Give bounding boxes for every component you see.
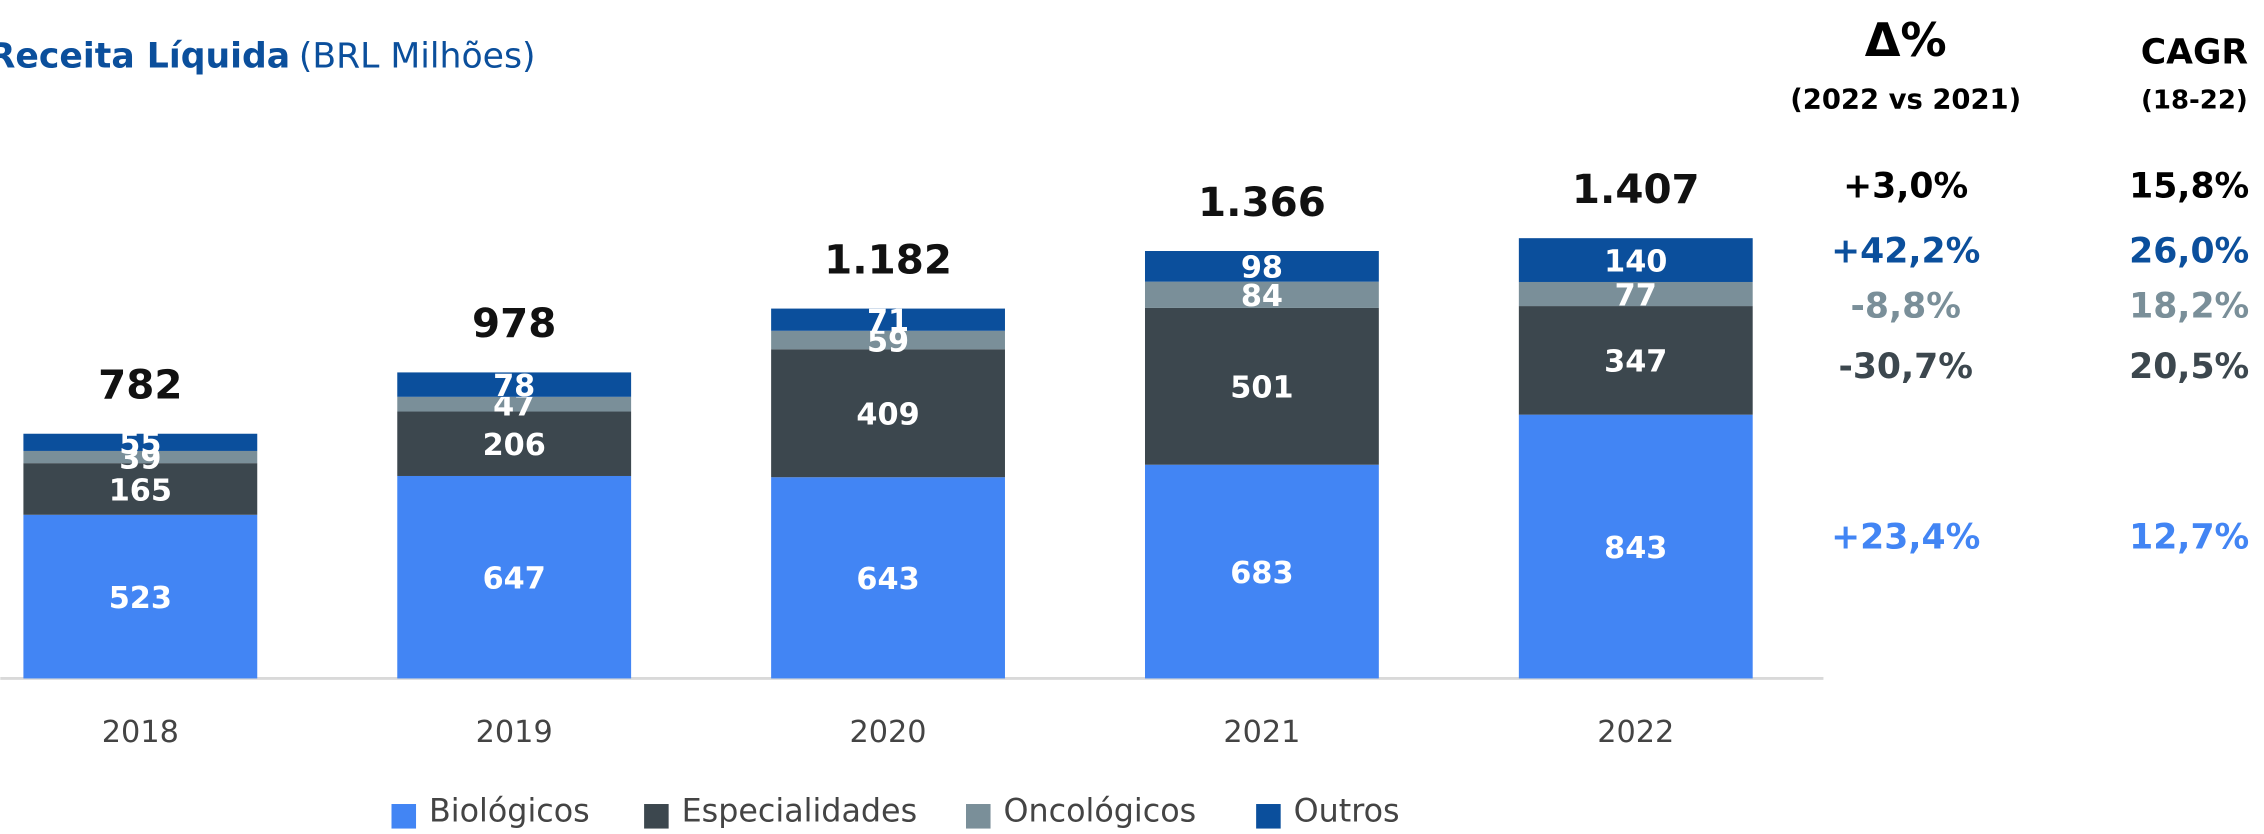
bar-segment	[1518, 306, 1753, 415]
segment-label: 84	[1241, 279, 1283, 314]
delta-value: +23,4%	[1831, 517, 1980, 557]
bar-segment	[1144, 307, 1379, 465]
legend-swatch	[966, 804, 991, 829]
bar-segment	[1144, 464, 1379, 679]
bar-segment	[23, 433, 258, 451]
legend-label: Especialidades	[682, 794, 918, 830]
bar-segment	[1518, 238, 1753, 282]
legend-swatch	[1256, 804, 1281, 829]
cagr-value: 12,7%	[2129, 517, 2249, 557]
delta-value: +42,2%	[1831, 232, 1980, 272]
x-tick-label: 2022	[1597, 715, 1674, 750]
legend-label: Oncológicos	[1004, 794, 1197, 830]
legend-label: Biológicos	[429, 794, 590, 830]
segment-label: 55	[119, 427, 161, 462]
segment-label: 501	[1230, 371, 1293, 406]
delta-value: -8,8%	[1851, 286, 1961, 326]
bar-segment	[23, 463, 258, 515]
bar-segment	[771, 477, 1005, 679]
segment-label: 683	[1230, 556, 1293, 591]
segment-label: 140	[1604, 244, 1667, 279]
cagr-subheader: (18-22)	[2141, 86, 2248, 116]
legend-label: Outros	[1294, 794, 1400, 830]
total-label: 978	[472, 299, 556, 347]
segment-label: 643	[856, 562, 919, 597]
total-label: 1.182	[824, 235, 952, 283]
x-tick-label: 2020	[849, 715, 926, 750]
delta-subheader: (2022 vs 2021)	[1790, 85, 2021, 116]
x-tick-label: 2021	[1223, 715, 1300, 750]
bar-segment	[23, 450, 258, 464]
bar-segment	[1518, 281, 1753, 307]
bar-segment	[397, 396, 632, 412]
legend-swatch	[391, 804, 417, 829]
bar-segment	[397, 411, 632, 476]
segment-label: 71	[867, 304, 909, 339]
bar-segment	[771, 330, 1005, 350]
x-tick-label: 2018	[102, 715, 179, 750]
bar-segment	[23, 514, 258, 679]
bar-segment	[771, 308, 1005, 331]
cagr-header: CAGR	[2141, 32, 2248, 72]
cagr-value: 15,8%	[2129, 167, 2249, 207]
segment-label: 77	[1615, 278, 1657, 313]
segment-label: 647	[483, 562, 546, 597]
bar-segment	[1144, 281, 1379, 308]
cagr-value: 18,2%	[2129, 286, 2249, 326]
chart-title: Receita Líquida	[0, 37, 290, 77]
bar-segment	[397, 372, 632, 397]
bar-segment	[397, 475, 632, 679]
total-label: 1.366	[1198, 178, 1326, 226]
delta-value: +3,0%	[1843, 167, 1968, 207]
legend-swatch	[644, 804, 669, 829]
segment-label: 98	[1241, 251, 1283, 286]
bar-segment	[1144, 251, 1379, 282]
segment-label: 78	[493, 369, 535, 404]
segment-label: 523	[109, 581, 172, 616]
x-tick-label: 2019	[476, 715, 553, 750]
segment-label: 347	[1604, 345, 1667, 380]
cagr-value: 26,0%	[2129, 232, 2249, 272]
chart-subtitle: (BRL Milhões)	[299, 37, 536, 77]
total-label: 1.407	[1572, 165, 1700, 213]
chart-title-group: Receita Líquida (BRL Milhões)	[0, 37, 536, 77]
segment-label: 843	[1604, 531, 1667, 566]
segment-label: 206	[483, 428, 546, 463]
segment-label: 409	[856, 398, 919, 433]
delta-header: Δ%	[1865, 13, 1947, 67]
total-label: 782	[98, 361, 182, 409]
segment-label: 165	[109, 473, 172, 508]
bar-segment	[771, 349, 1005, 478]
bar-segment	[1518, 414, 1753, 679]
delta-value: -30,7%	[1838, 347, 1973, 387]
cagr-value: 20,5%	[2129, 347, 2249, 387]
